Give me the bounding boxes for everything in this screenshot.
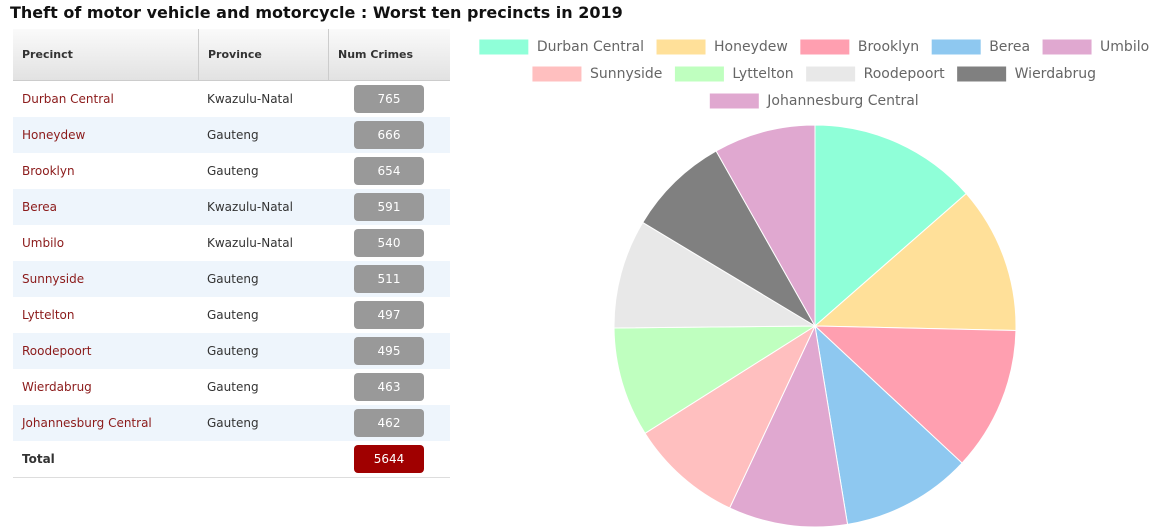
legend-label: Wierdabrug: [1015, 66, 1096, 82]
pie-slice: [813, 325, 1017, 464]
legend-label: Brooklyn: [858, 39, 919, 55]
precinct: Sunnyside: [22, 272, 85, 286]
legend-item: Brooklyn: [799, 38, 919, 56]
legend-swatch: [708, 92, 760, 110]
pie-slice: [642, 150, 817, 328]
pie-slice: [644, 324, 817, 509]
pie-slice: [613, 221, 817, 329]
province: Gauteng: [207, 416, 259, 430]
legend-swatch: [805, 65, 857, 83]
table-row: Lyttelton Gauteng 497: [13, 297, 450, 333]
crime-count: 540: [354, 229, 424, 257]
legend-swatch: [655, 38, 707, 56]
pie-slice: [715, 124, 816, 328]
column-header: Num Crimes: [328, 29, 413, 80]
table-row: Honeydew Gauteng 666: [13, 117, 450, 153]
legend-label: Sunnyside: [590, 66, 662, 82]
crime-count: 591: [354, 193, 424, 221]
table-row: Berea Kwazulu-Natal 591: [13, 189, 450, 225]
table-row: Sunnyside Gauteng 511: [13, 261, 450, 297]
precinct: Berea: [22, 200, 58, 214]
crime-count: 765: [354, 85, 424, 113]
legend-swatch: [673, 65, 725, 83]
precinct: Lyttelton: [22, 308, 75, 322]
province: Kwazulu-Natal: [207, 236, 293, 250]
precinct: Durban Central: [22, 92, 114, 106]
legend-label: Lyttelton: [732, 66, 793, 82]
table-row: Johannesburg Central Gauteng 462: [13, 405, 450, 441]
table-row: Wierdabrug Gauteng 463: [13, 369, 450, 405]
legend-swatch: [1041, 38, 1093, 56]
legend-label: Honeydew: [714, 39, 788, 55]
pie-slice: [813, 192, 1017, 331]
precinct: Roodepoort: [22, 344, 92, 358]
table-row: Brooklyn Gauteng 654: [13, 153, 450, 189]
legend-label: Berea: [989, 39, 1030, 55]
crime-count: 497: [354, 301, 424, 329]
province: Kwazulu-Natal: [207, 92, 293, 106]
legend-item: Johannesburg Central: [708, 92, 919, 110]
table-row: Durban Central Kwazulu-Natal 765: [13, 81, 450, 117]
table-row: Umbilo Kwazulu-Natal 540: [13, 225, 450, 261]
legend-item: Durban Central: [478, 38, 644, 56]
legend-swatch: [799, 38, 851, 56]
page-title: Theft of motor vehicle and motorcycle : …: [10, 3, 623, 22]
province: Gauteng: [207, 272, 259, 286]
pie-slice: [613, 325, 817, 435]
precinct: Wierdabrug: [22, 380, 92, 394]
province: Kwazulu-Natal: [207, 200, 293, 214]
legend-item: Berea: [930, 38, 1030, 56]
legend-swatch: [478, 38, 530, 56]
total-row: Total 5644: [13, 441, 450, 478]
precinct: Umbilo: [22, 236, 65, 250]
precinct: Honeydew: [22, 128, 86, 142]
province: Gauteng: [207, 380, 259, 394]
legend-label: Durban Central: [537, 39, 644, 55]
total-label: Total: [22, 452, 55, 466]
crime-count: 511: [354, 265, 424, 293]
table-row: Roodepoort Gauteng 495: [13, 333, 450, 369]
legend-label: Umbilo: [1100, 39, 1149, 55]
legend-item: Honeydew: [655, 38, 788, 56]
pie-slice: [814, 124, 967, 328]
crime-count: 495: [354, 337, 424, 365]
legend-label: Roodepoort: [864, 66, 946, 82]
legend-swatch: [930, 38, 982, 56]
legend-item: Lyttelton: [673, 65, 794, 83]
province: Gauteng: [207, 344, 259, 358]
legend-item: Umbilo: [1041, 38, 1149, 56]
column-header: Province: [198, 29, 262, 80]
header-row: Precinct Province Num Crimes: [13, 29, 450, 81]
crime-count: 463: [354, 373, 424, 401]
crime-count: 462: [354, 409, 424, 437]
legend-item: Roodepoort: [805, 65, 946, 83]
province: Gauteng: [207, 164, 259, 178]
pie-slice: [728, 324, 849, 528]
pie-chart: Durban Central Honeydew Brooklyn Berea Umbil…: [478, 38, 1149, 528]
total-count: 5644: [354, 445, 424, 473]
crime-count: 654: [354, 157, 424, 185]
column-header: Precinct: [22, 48, 73, 61]
legend-item: Sunnyside: [531, 65, 662, 83]
legend-swatch: [531, 65, 583, 83]
legend-label: Johannesburg Central: [766, 93, 918, 109]
province: Gauteng: [207, 128, 259, 142]
legend-item: Wierdabrug: [956, 65, 1096, 83]
province: Gauteng: [207, 308, 259, 322]
precinct: Brooklyn: [22, 164, 75, 178]
precinct: Johannesburg Central: [22, 416, 152, 430]
pie-slice: [814, 324, 963, 525]
legend-swatch: [956, 65, 1008, 83]
crime-count: 666: [354, 121, 424, 149]
